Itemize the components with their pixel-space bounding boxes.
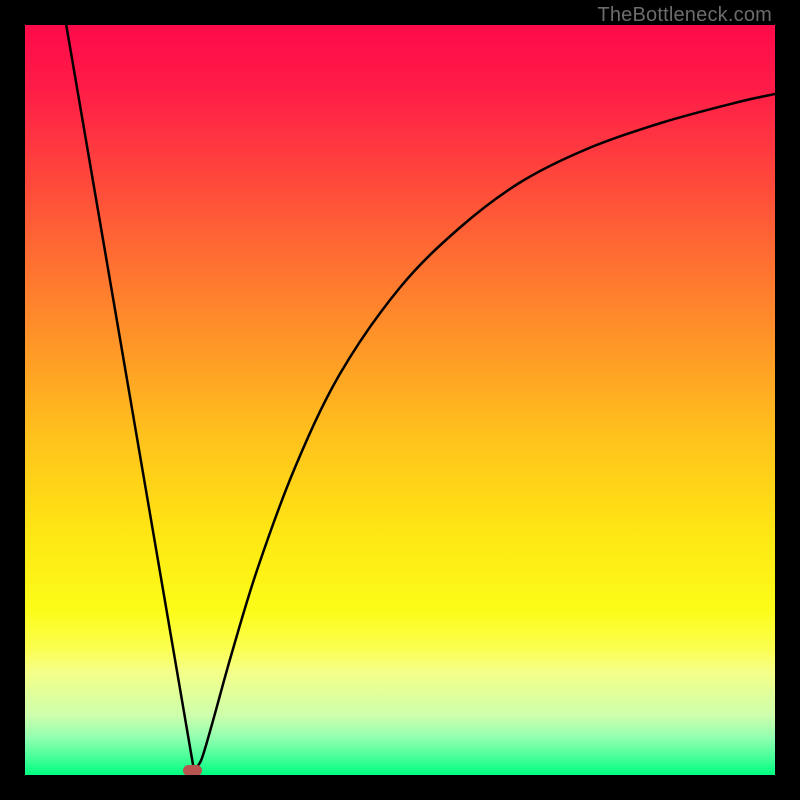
bottleneck-curve xyxy=(25,25,775,775)
plot-area xyxy=(25,25,775,775)
chart-container: { "watermark": { "text": "TheBottleneck.… xyxy=(0,0,800,800)
minimum-marker xyxy=(183,765,203,775)
watermark-text: TheBottleneck.com xyxy=(597,4,772,27)
